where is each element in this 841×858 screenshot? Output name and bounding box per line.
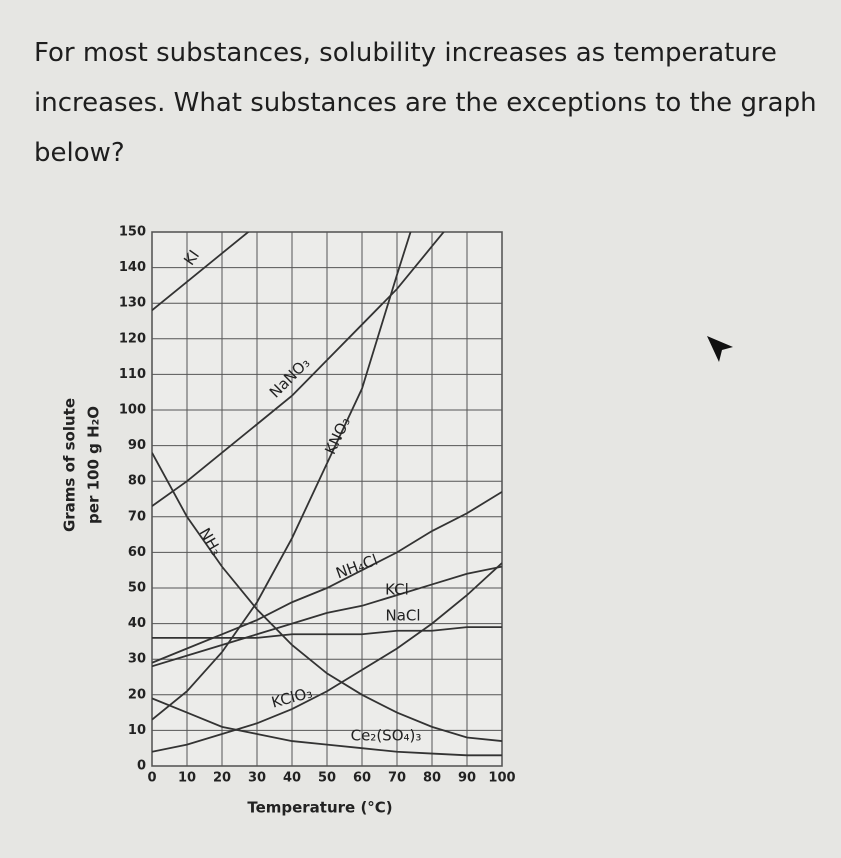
x-tick-label: 80 [423, 771, 441, 786]
cursor [707, 336, 733, 362]
series-line [152, 697, 502, 757]
series-label: KCl [385, 581, 409, 599]
x-tick-label: 10 [178, 771, 196, 786]
series-label: NaCl [385, 607, 420, 625]
series-line [152, 452, 502, 742]
series-line [152, 562, 502, 753]
y-tick-label: 140 [119, 260, 146, 275]
y-tick-label: 100 [119, 403, 146, 418]
y-tick-label: 50 [128, 581, 146, 596]
y-tick-label: 110 [119, 367, 146, 382]
series-label: Ce₂(SO₄)₃ [351, 727, 422, 745]
x-tick-label: 60 [353, 771, 371, 786]
y-tick-label: 80 [128, 474, 146, 489]
y-tick-label: 120 [119, 331, 146, 346]
question: For most substances, solubility increase… [34, 38, 817, 168]
y-tick-label: 90 [128, 438, 146, 453]
x-tick-label: 30 [248, 771, 266, 786]
series-line [152, 232, 445, 507]
y-axis-label: Grams of solute [61, 398, 79, 532]
series-line [152, 232, 412, 721]
series-line [152, 491, 502, 664]
x-tick-label: 70 [388, 771, 406, 786]
x-tick-label: 20 [213, 771, 231, 786]
y-tick-label: 40 [128, 616, 146, 631]
x-tick-label: 50 [318, 771, 336, 786]
x-tick-label: 90 [458, 771, 476, 786]
series-line [152, 232, 250, 312]
y-axis-label: per 100 g H₂O [85, 406, 103, 524]
x-tick-label: 40 [283, 771, 301, 786]
y-tick-label: 10 [128, 723, 146, 738]
y-tick-label: 0 [137, 759, 146, 774]
y-tick-label: 130 [119, 296, 146, 311]
y-tick-label: 30 [128, 652, 146, 667]
x-tick-label: 0 [147, 771, 156, 786]
lines [152, 232, 502, 757]
x-axis-label: Temperature (°C) [247, 799, 392, 817]
y-tick-label: 70 [128, 509, 146, 524]
x-tick-label: 100 [488, 771, 515, 786]
y-tick-label: 20 [128, 687, 146, 702]
y-tick-label: 60 [128, 545, 146, 560]
y-tick-label: 150 [119, 225, 146, 240]
series-line [152, 626, 502, 639]
series-line [152, 565, 502, 668]
